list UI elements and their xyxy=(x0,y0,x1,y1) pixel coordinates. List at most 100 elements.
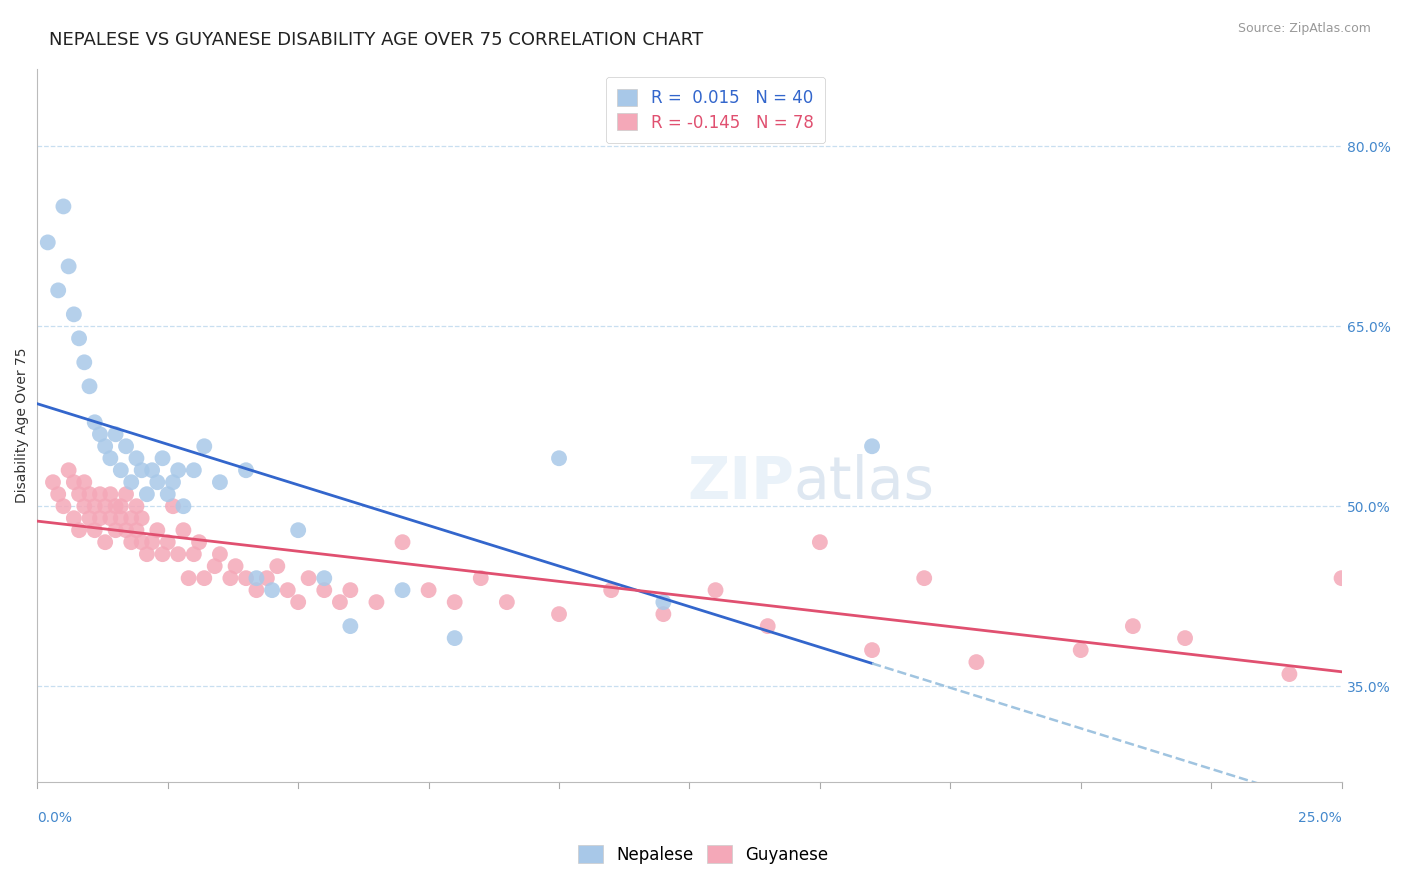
Point xyxy=(152,451,174,466)
Point xyxy=(98,511,121,525)
Point xyxy=(329,595,352,609)
Point xyxy=(1122,619,1144,633)
Point xyxy=(314,571,336,585)
Point xyxy=(89,511,111,525)
Point xyxy=(245,583,267,598)
Point xyxy=(193,571,215,585)
Point xyxy=(135,487,157,501)
Point xyxy=(287,523,309,537)
Point xyxy=(63,511,86,525)
Point xyxy=(104,427,127,442)
Point xyxy=(146,475,169,490)
Legend: R =  0.015   N = 40, R = -0.145   N = 78: R = 0.015 N = 40, R = -0.145 N = 78 xyxy=(606,77,825,144)
Point xyxy=(73,475,96,490)
Point xyxy=(94,499,117,513)
Point xyxy=(79,487,101,501)
Point xyxy=(115,523,138,537)
Point xyxy=(277,583,299,598)
Point xyxy=(256,571,278,585)
Point xyxy=(79,379,101,393)
Point xyxy=(94,439,117,453)
Point xyxy=(115,487,138,501)
Point xyxy=(339,619,361,633)
Point xyxy=(314,583,336,598)
Point xyxy=(110,463,132,477)
Point xyxy=(141,463,163,477)
Point xyxy=(193,439,215,453)
Point xyxy=(167,547,190,561)
Point xyxy=(1070,643,1092,657)
Point xyxy=(46,284,69,298)
Point xyxy=(52,199,75,213)
Point xyxy=(98,451,121,466)
Point xyxy=(63,307,86,321)
Point xyxy=(131,463,153,477)
Point xyxy=(162,499,184,513)
Point xyxy=(443,631,465,645)
Point xyxy=(146,523,169,537)
Point xyxy=(1174,631,1197,645)
Point xyxy=(600,583,623,598)
Point xyxy=(125,523,148,537)
Point xyxy=(73,499,96,513)
Point xyxy=(548,607,571,621)
Point xyxy=(225,559,247,574)
Point xyxy=(172,523,194,537)
Point xyxy=(120,535,142,549)
Point xyxy=(67,331,90,345)
Point xyxy=(94,535,117,549)
Point xyxy=(42,475,65,490)
Point xyxy=(79,511,101,525)
Point xyxy=(58,463,80,477)
Point xyxy=(67,487,90,501)
Y-axis label: Disability Age Over 75: Disability Age Over 75 xyxy=(15,348,30,503)
Point xyxy=(366,595,388,609)
Point xyxy=(418,583,440,598)
Point xyxy=(135,547,157,561)
Point xyxy=(83,499,105,513)
Point xyxy=(1330,571,1353,585)
Point xyxy=(266,559,288,574)
Point xyxy=(262,583,284,598)
Point xyxy=(104,523,127,537)
Point xyxy=(652,595,675,609)
Point xyxy=(131,535,153,549)
Point xyxy=(125,499,148,513)
Text: 0.0%: 0.0% xyxy=(38,811,72,824)
Point xyxy=(167,463,190,477)
Point xyxy=(110,511,132,525)
Point xyxy=(58,260,80,274)
Point xyxy=(46,487,69,501)
Point xyxy=(83,523,105,537)
Point xyxy=(73,355,96,369)
Point xyxy=(208,547,231,561)
Point xyxy=(183,463,205,477)
Point xyxy=(177,571,200,585)
Point xyxy=(141,535,163,549)
Point xyxy=(287,595,309,609)
Point xyxy=(52,499,75,513)
Point xyxy=(470,571,492,585)
Point xyxy=(808,535,831,549)
Text: Source: ZipAtlas.com: Source: ZipAtlas.com xyxy=(1237,22,1371,36)
Point xyxy=(156,487,179,501)
Point xyxy=(63,475,86,490)
Point xyxy=(183,547,205,561)
Point xyxy=(125,451,148,466)
Point xyxy=(391,535,413,549)
Legend: Nepalese, Guyanese: Nepalese, Guyanese xyxy=(571,838,835,871)
Text: atlas: atlas xyxy=(794,454,935,511)
Text: NEPALESE VS GUYANESE DISABILITY AGE OVER 75 CORRELATION CHART: NEPALESE VS GUYANESE DISABILITY AGE OVER… xyxy=(49,31,703,49)
Point xyxy=(37,235,59,250)
Point xyxy=(860,643,883,657)
Point xyxy=(156,535,179,549)
Point xyxy=(391,583,413,598)
Point xyxy=(860,439,883,453)
Point xyxy=(131,511,153,525)
Point xyxy=(208,475,231,490)
Point xyxy=(245,571,267,585)
Point xyxy=(652,607,675,621)
Point xyxy=(162,475,184,490)
Point xyxy=(912,571,935,585)
Text: ZIP: ZIP xyxy=(688,454,794,511)
